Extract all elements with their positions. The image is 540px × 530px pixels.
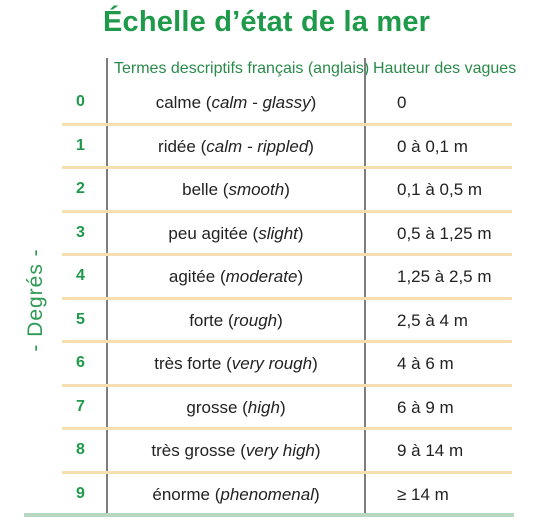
row-separator — [62, 253, 512, 256]
row-separator — [62, 470, 512, 474]
degree-cell: 5 — [76, 310, 85, 328]
table-row: 7 grosse (high) 6 à 9 m — [0, 387, 540, 430]
page-title: Échelle d’état de la mer — [103, 6, 431, 38]
term-french: ridée — [158, 136, 196, 156]
term-english: slight — [258, 223, 298, 243]
degree-cell: 9 — [76, 484, 85, 502]
wave-height-cell: 4 à 6 m — [397, 354, 454, 373]
header-descriptive-terms: Termes descriptifs français (anglais) — [114, 60, 370, 77]
table-row: 0 calme (calm - glassy) 0 — [0, 82, 540, 126]
wave-height-cell: 1,25 à 2,5 m — [397, 267, 492, 286]
term-french: très forte — [154, 354, 222, 373]
degree-cell: 3 — [76, 223, 85, 241]
wave-height-cell: 0,5 à 1,25 m — [397, 223, 492, 243]
wave-height-cell: ≥ 14 m — [397, 484, 449, 504]
term-english: smooth — [228, 180, 285, 199]
sea-state-table: 0 calme (calm - glassy) 0 1 ridée (calm … — [0, 82, 540, 517]
row-separator — [62, 427, 512, 430]
table-row: 9 énorme (phenomenal) ≥ 14 m — [0, 474, 540, 517]
term-cell: agitée (moderate) — [168, 267, 304, 286]
term-cell: belle (smooth) — [182, 180, 290, 199]
term-french: énorme — [152, 484, 210, 504]
term-french: calme — [155, 93, 202, 112]
wave-height-cell: 2,5 à 4 m — [397, 310, 468, 330]
row-separator — [62, 122, 512, 126]
row-separator — [62, 383, 512, 387]
term-english: very high — [245, 441, 315, 460]
header-wave-height: Hauteur des vagues — [373, 60, 517, 77]
term-english: high — [247, 397, 280, 417]
term-french: peu agitée — [168, 223, 248, 243]
wave-height-cell: 9 à 14 m — [397, 441, 464, 460]
term-english: very rough — [231, 354, 313, 373]
table-row: 5 forte (rough) 2,5 à 4 m — [0, 300, 540, 343]
wave-height-cell: 0,1 à 0,5 m — [397, 180, 483, 199]
table-row: 3 peu agitée (slight) 0,5 à 1,25 m — [0, 213, 540, 256]
term-english: calm - glassy — [211, 93, 311, 112]
term-cell: très grosse (very high) — [151, 441, 321, 460]
degree-cell: 7 — [76, 397, 85, 415]
degree-cell: 0 — [76, 93, 85, 110]
term-cell: très forte (very rough) — [154, 354, 318, 373]
column-divider-left — [106, 58, 108, 516]
table-row: 6 très forte (very rough) 4 à 6 m — [0, 343, 540, 387]
table-row: 8 très grosse (very high) 9 à 14 m — [0, 430, 540, 474]
term-cell: ridée (calm - rippled) — [158, 136, 314, 156]
term-english: calm - rippled — [206, 136, 309, 156]
term-cell: peu agitée (slight) — [168, 223, 304, 243]
degree-cell: 8 — [76, 441, 85, 458]
degree-cell: 6 — [76, 354, 85, 371]
row-separator — [62, 209, 512, 213]
term-english: moderate — [225, 267, 298, 286]
table-bottom-rule — [24, 513, 514, 517]
term-english: rough — [233, 310, 278, 330]
degree-cell: 2 — [76, 180, 85, 197]
row-separator — [62, 166, 512, 169]
column-divider-right — [364, 58, 366, 516]
table-row: 1 ridée (calm - rippled) 0 à 0,1 m — [0, 126, 540, 169]
wave-height-cell: 6 à 9 m — [397, 397, 454, 417]
wave-height-cell: 0 — [397, 93, 407, 112]
term-french: agitée — [168, 267, 216, 286]
term-english: phenomenal — [220, 484, 314, 504]
term-french: très grosse — [151, 441, 236, 460]
term-cell: énorme (phenomenal) — [152, 484, 320, 504]
wave-height-cell: 0 à 0,1 m — [397, 136, 468, 156]
term-cell: calme (calm - glassy) — [155, 93, 317, 112]
term-cell: forte (rough) — [189, 310, 283, 330]
table-row: 4 agitée (moderate) 1,25 à 2,5 m — [0, 256, 540, 300]
row-separator — [62, 296, 512, 300]
degree-cell: 4 — [76, 267, 85, 284]
term-french: grosse — [186, 397, 238, 417]
table-row: 2 belle (smooth) 0,1 à 0,5 m — [0, 169, 540, 213]
degree-cell: 1 — [76, 136, 85, 154]
term-cell: grosse (high) — [186, 397, 286, 417]
term-french: belle — [182, 180, 219, 199]
row-separator — [62, 340, 512, 343]
term-french: forte — [189, 310, 224, 330]
